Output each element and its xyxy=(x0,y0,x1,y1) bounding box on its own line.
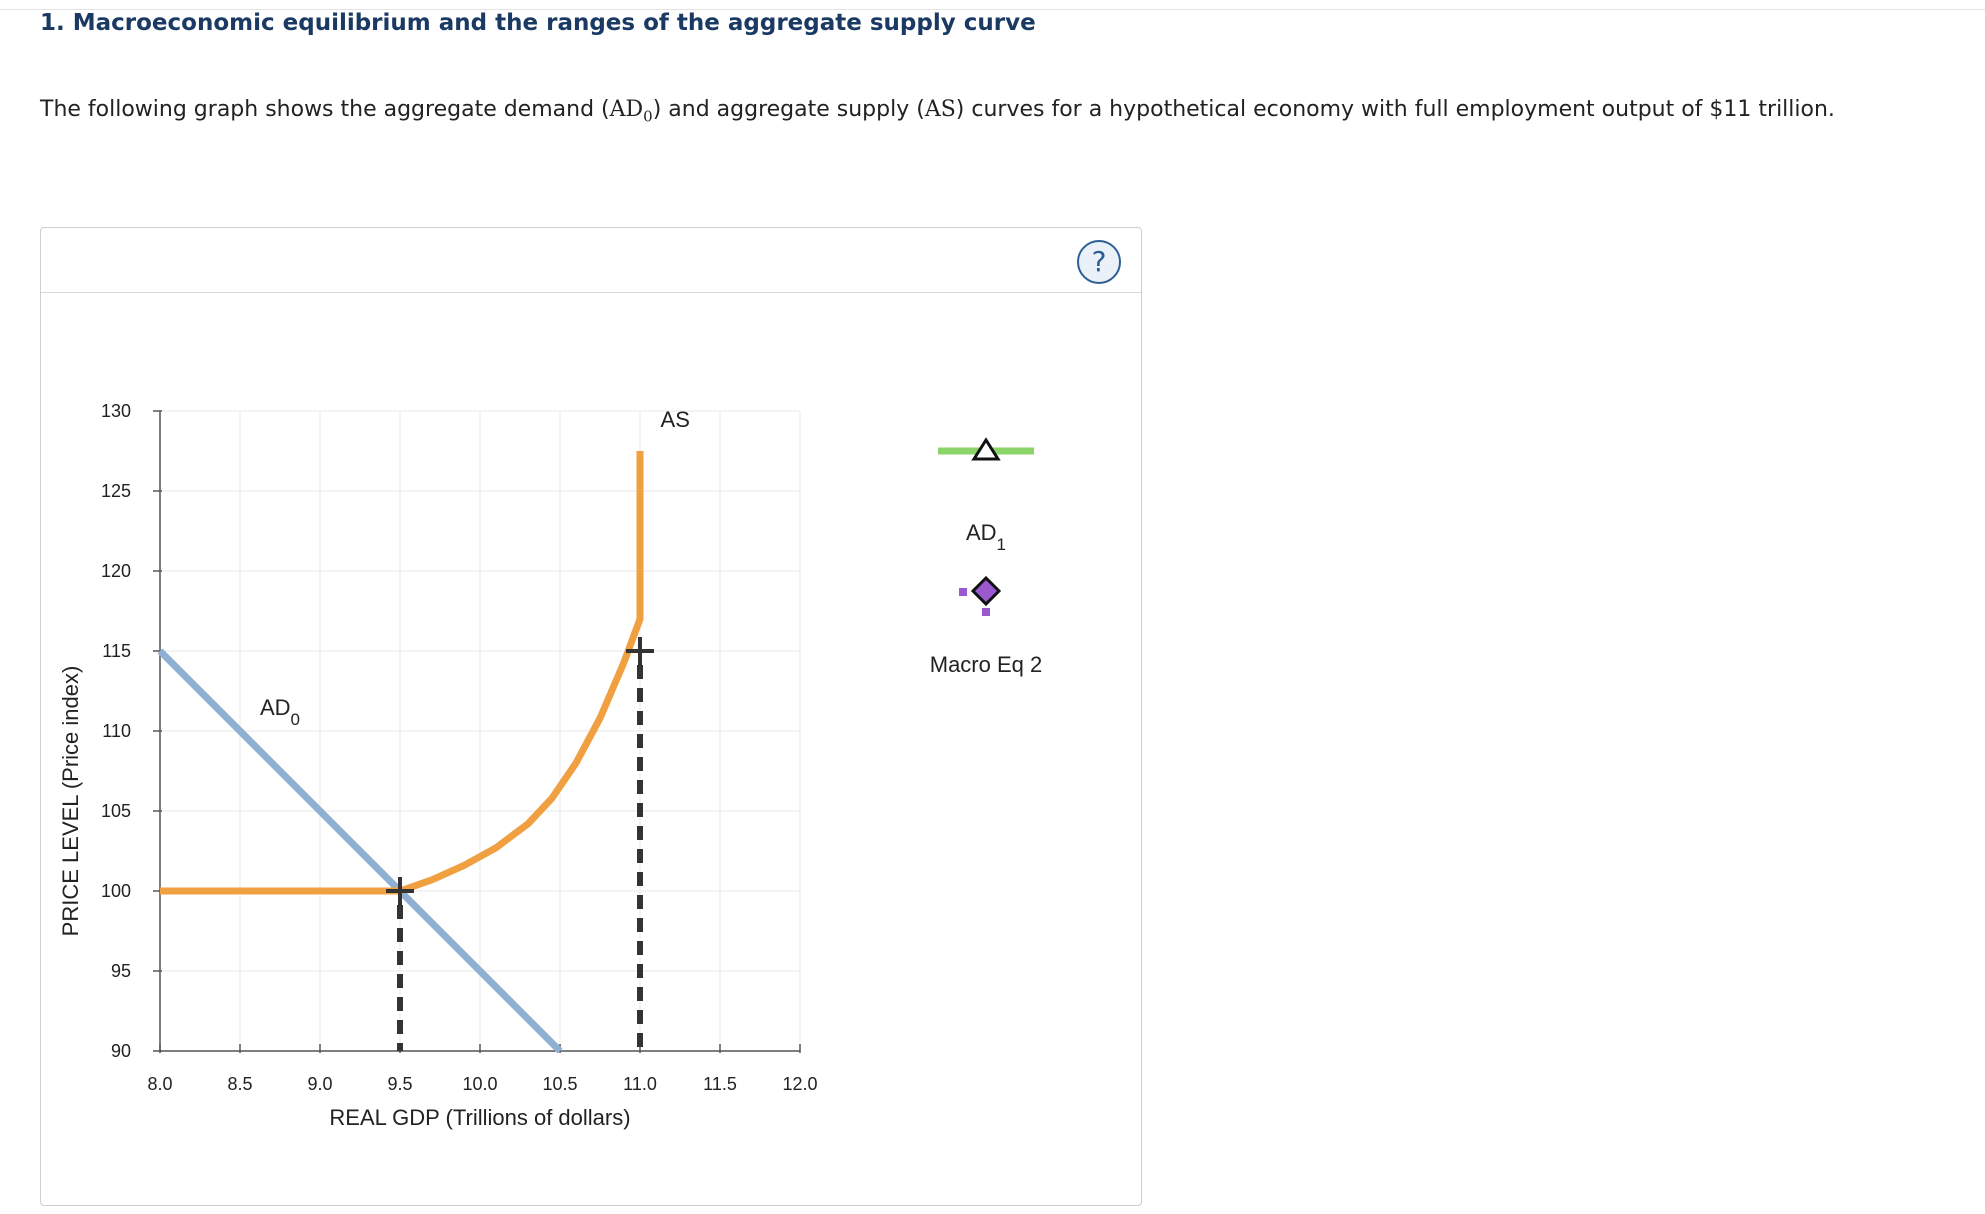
ad0-curve[interactable] xyxy=(157,648,563,1054)
triangle-handle-icon[interactable] xyxy=(971,437,1001,461)
intro-part-3: ) curves for a hypothetical economy with… xyxy=(955,97,1835,122)
labels: AD0 AS xyxy=(260,407,690,729)
curves[interactable] xyxy=(157,451,644,1054)
eq-tool-dot-icon xyxy=(982,608,990,616)
y-tick-label: 95 xyxy=(111,961,131,981)
grid xyxy=(160,410,801,1051)
y-axis-label: PRICE LEVEL (Price index) xyxy=(58,666,83,937)
as-curve[interactable] xyxy=(160,451,644,895)
y-tick-label: 105 xyxy=(101,801,131,821)
question-title: 1. Macroeconomic equilibrium and the ran… xyxy=(40,10,1036,36)
y-tick-label: 100 xyxy=(101,881,131,901)
question-intro: The following graph shows the aggregate … xyxy=(40,86,1920,140)
y-tick-label: 115 xyxy=(102,641,131,661)
eq-tool-dot-icon xyxy=(959,588,967,596)
top-divider xyxy=(0,9,1985,10)
x-tick-label: 8.5 xyxy=(227,1074,252,1094)
axes: 8.0 8.5 9.0 9.5 10.0 10.5 11.0 11.5 12.0 90 95 100 1… xyxy=(58,401,818,1130)
x-tick-label: 11.5 xyxy=(703,1074,737,1094)
y-tick-label: 130 xyxy=(101,401,131,421)
intro-part-1: The following graph shows the aggregate … xyxy=(40,97,610,122)
x-tick-label: 10.5 xyxy=(542,1074,577,1094)
y-tick-label: 90 xyxy=(111,1041,131,1061)
x-tick-label: 10.0 xyxy=(462,1074,497,1094)
intro-as-symbol: AS xyxy=(924,97,956,122)
as-label: AS xyxy=(661,407,690,432)
macro-eq-2-tool-label: Macro Eq 2 xyxy=(930,652,1043,677)
x-tick-label: 12.0 xyxy=(782,1074,817,1094)
y-tick-label: 125 xyxy=(101,481,131,501)
tool-palette[interactable]: AD1 Macro Eq 2 xyxy=(930,437,1043,677)
ad1-tool-label: AD1 xyxy=(966,520,1006,554)
ad0-label: AD0 xyxy=(260,695,300,729)
x-tick-label: 11.0 xyxy=(623,1074,657,1094)
guides xyxy=(397,665,643,1051)
graph-panel xyxy=(40,227,1142,1206)
intro-ad-subscript: 0 xyxy=(643,107,653,126)
help-button[interactable]: ? xyxy=(1077,240,1121,284)
x-tick-label: 9.0 xyxy=(307,1074,332,1094)
x-tick-label: 8.0 xyxy=(147,1074,172,1094)
diamond-marker-icon[interactable] xyxy=(970,575,1002,607)
x-axis-label: REAL GDP (Trillions of dollars) xyxy=(329,1105,630,1130)
graph-panel-header xyxy=(41,228,1141,293)
intro-ad-symbol: AD xyxy=(609,97,644,122)
intro-part-2: ) and aggregate supply ( xyxy=(652,97,925,122)
x-tick-label: 9.5 xyxy=(387,1074,412,1094)
y-tick-label: 110 xyxy=(102,721,131,741)
markers[interactable] xyxy=(386,637,654,905)
y-tick-label: 120 xyxy=(101,561,131,581)
